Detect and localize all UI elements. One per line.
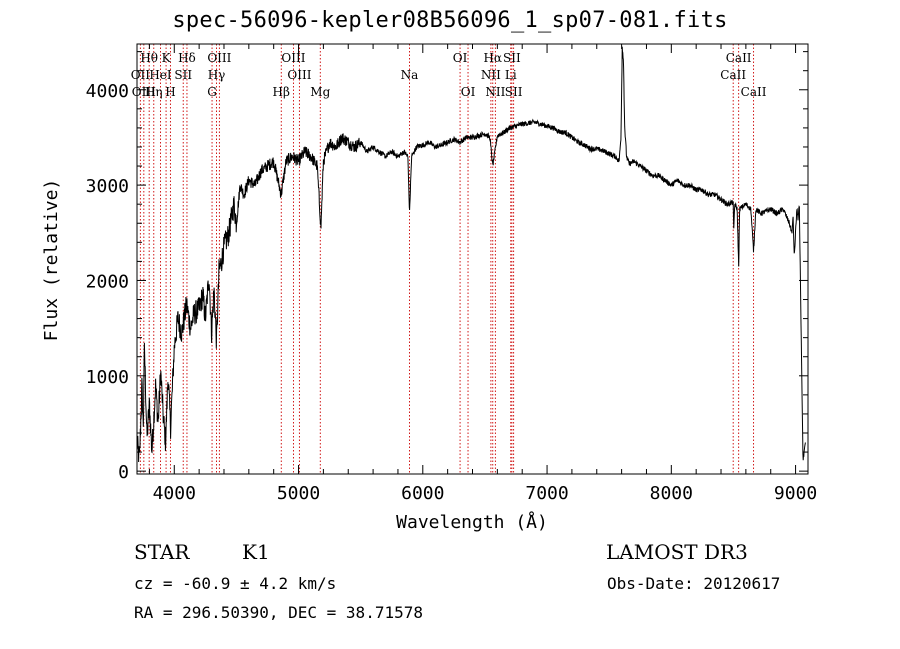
coordinates: RA = 296.50390, DEC = 38.71578 xyxy=(134,603,423,622)
line-marker-label: HeI xyxy=(149,68,172,82)
line-marker-label: SII xyxy=(503,51,521,65)
line-marker-label: OIII xyxy=(207,51,231,65)
line-marker-label: CaII xyxy=(720,68,746,82)
object-class: STAR xyxy=(134,540,190,564)
line-marker-label: Hγ xyxy=(208,68,226,82)
line-marker-label: Na xyxy=(401,68,419,82)
line-marker-label: Mg xyxy=(310,85,330,99)
line-marker-label: OI xyxy=(453,51,468,65)
axis-tick-labels: 4000 5000 6000 7000 8000 9000 0 1000 2000 3000 400… xyxy=(86,81,818,504)
line-marker-label: Hα xyxy=(483,51,502,65)
y-tick-label: 0 xyxy=(118,462,129,483)
line-marker-label: NII xyxy=(481,68,501,82)
x-tick-label: 5000 xyxy=(277,483,320,504)
y-tick-label: 4000 xyxy=(86,81,129,102)
line-marker-label: K xyxy=(162,51,172,65)
line-marker-label: Hδ xyxy=(178,51,196,65)
plot-frame xyxy=(136,43,809,475)
line-marker-label: Hβ xyxy=(273,85,290,99)
line-marker-label: Li xyxy=(505,68,517,82)
y-tick-label: 3000 xyxy=(86,176,129,197)
x-tick-label: 9000 xyxy=(774,483,817,504)
observation-date: Obs-Date: 20120617 xyxy=(607,574,781,593)
line-marker-label: NII xyxy=(485,85,505,99)
x-tick-label: 4000 xyxy=(153,483,196,504)
x-axis-label: Wavelength (Å) xyxy=(396,511,548,533)
chart-title: spec-56096-kepler08B56096_1_sp07-081.fit… xyxy=(172,8,728,33)
y-axis-label: Flux (relative) xyxy=(41,179,62,342)
line-marker-label: SII xyxy=(505,85,523,99)
line-marker-label: OII xyxy=(131,68,151,82)
survey-name: LAMOST DR3 xyxy=(606,540,748,564)
y-tick-label: 1000 xyxy=(86,367,129,388)
redshift-value: cz = -60.9 ± 4.2 km/s xyxy=(134,574,337,593)
line-marker-label: CaII xyxy=(726,51,752,65)
line-marker-label: OIII xyxy=(287,68,311,82)
line-marker-label: OIII xyxy=(281,51,305,65)
spectrum-line xyxy=(136,46,806,463)
line-marker-label: H xyxy=(165,85,175,99)
line-marker-label: OI xyxy=(461,85,476,99)
x-tick-label: 6000 xyxy=(401,483,444,504)
x-tick-label: 8000 xyxy=(650,483,693,504)
line-marker-label: CaII xyxy=(741,85,767,99)
y-tick-label: 2000 xyxy=(86,271,129,292)
line-marker-label: OIII xyxy=(132,85,156,99)
line-marker-label: Hθ xyxy=(140,51,158,65)
x-tick-label: 7000 xyxy=(525,483,568,504)
object-subclass: K1 xyxy=(242,540,270,564)
line-marker-label: SII xyxy=(174,68,192,82)
line-markers xyxy=(139,44,755,474)
line-marker-label: G xyxy=(207,85,217,99)
line-marker-label: Hη xyxy=(145,85,163,99)
axis-ticks xyxy=(137,44,808,474)
